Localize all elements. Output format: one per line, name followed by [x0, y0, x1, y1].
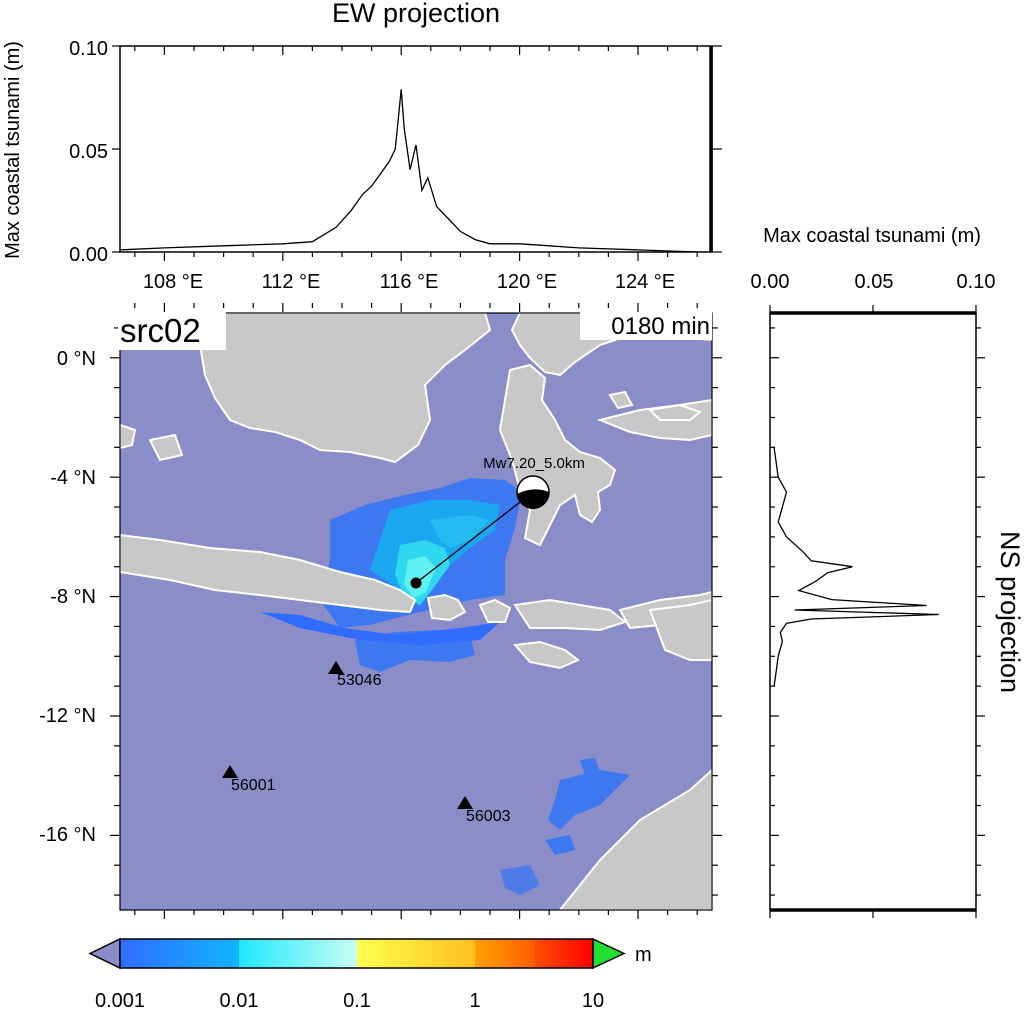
colorbar: m 0.001 0.01 0.1 1 10 — [88, 937, 652, 1011]
lat-labels: 0 °N -4 °N -8 °N -12 °N -16 °N — [39, 348, 96, 846]
ew-yticks: 0.10 0.05 0.00 — [69, 38, 108, 266]
beachball-compression-quadrant — [517, 489, 550, 510]
source-label-box — [118, 312, 226, 350]
epicenter-marker — [410, 577, 422, 589]
stations: 53046 56001 56003 — [222, 661, 511, 825]
ew-series-line — [119, 89, 698, 253]
ew-xtick-label: 116 °E — [380, 271, 439, 293]
station-label: 53046 — [337, 672, 382, 689]
ew-ytick-label: 0.00 — [69, 244, 108, 266]
focal-mechanism: Mw7.20_5.0km — [410, 455, 585, 589]
ns-xtick-label: 0.00 — [751, 271, 790, 293]
ew-projection-panel: EW projection Max coastal tsunami (m) 0.… — [2, 0, 722, 293]
colorbar-tick-label: 0.01 — [220, 990, 259, 1011]
lat-label: 0 °N — [57, 348, 96, 370]
colorbar-unit: m — [635, 944, 652, 966]
small-island — [120, 423, 137, 450]
station-triangle-icon — [328, 661, 344, 674]
colorbar-segment — [239, 939, 357, 968]
small-island — [647, 403, 703, 421]
map-panel: src02 0180 min 0 °N -4 °N -8 °N -12 °N -… — [39, 303, 722, 919]
ew-ticks — [112, 45, 722, 261]
source-label: src02 — [120, 312, 201, 349]
colorbar-segment — [120, 939, 239, 968]
lat-label: -12 °N — [39, 705, 96, 727]
australia — [558, 768, 712, 910]
station-triangle-icon — [457, 796, 473, 809]
station-triangle-icon — [222, 765, 238, 778]
sumba — [512, 640, 580, 670]
ns-frame — [769, 312, 977, 911]
colorbar-segment — [357, 939, 475, 968]
ns-xticks: 0.00 0.05 0.10 — [751, 271, 996, 293]
ns-projection-panel: Max coastal tsunami (m) 0.00 0.05 0.10 N… — [751, 225, 1024, 918]
lombok — [478, 598, 512, 623]
colorbar-tick-label: 10 — [582, 990, 604, 1011]
ew-ylabel: Max coastal tsunami (m) — [2, 41, 24, 259]
sumbawa — [513, 598, 628, 632]
colorbar-tick-label: 0.001 — [95, 990, 145, 1011]
ew-ytick-label: 0.05 — [69, 141, 108, 163]
lat-label: -8 °N — [50, 586, 96, 608]
time-label-box — [580, 312, 712, 340]
map-frame — [119, 312, 713, 911]
ns-ticks — [769, 305, 985, 918]
map-ticks — [110, 303, 722, 919]
colorbar-tick-label: 0.1 — [343, 990, 371, 1011]
colorbar-under-triangle — [88, 937, 121, 970]
station-label: 56001 — [231, 777, 276, 794]
ns-xtick-label: 0.10 — [957, 271, 996, 293]
small-island — [148, 433, 184, 462]
java — [120, 533, 417, 614]
borneo — [199, 313, 492, 464]
time-label: 0180 min — [611, 313, 710, 340]
ns-xlabel: Max coastal tsunami (m) — [763, 225, 981, 247]
ns-series-line — [773, 447, 939, 687]
event-label: Mw7.20_5.0km — [483, 455, 585, 472]
colorbar-ticks: 0.001 0.01 0.1 1 10 — [95, 990, 604, 1011]
lat-label: -16 °N — [39, 824, 96, 846]
timor — [648, 598, 712, 661]
ew-xtick-label: 108 °E — [143, 271, 203, 293]
small-island — [608, 390, 634, 410]
lat-label: -4 °N — [50, 467, 96, 489]
ew-xticks: 108 °E 112 °E 116 °E 120 °E 124 °E — [143, 271, 675, 293]
ew-xtick-label: 124 °E — [615, 271, 675, 293]
ew-ytick-label: 0.10 — [69, 38, 108, 60]
epicenter-link-line — [415, 491, 534, 584]
colorbar-segment — [534, 939, 593, 968]
station-label: 56003 — [466, 808, 511, 825]
colorbar-segment — [475, 939, 534, 968]
ns-xtick-label: 0.05 — [855, 271, 894, 293]
colorbar-tick-label: 1 — [469, 990, 480, 1011]
ew-xtick-label: 112 °E — [262, 271, 321, 293]
ew-title: EW projection — [332, 0, 500, 28]
bali — [426, 593, 467, 622]
ew-xtick-label: 120 °E — [497, 271, 557, 293]
ns-title: NS projection — [995, 531, 1024, 693]
colorbar-over-triangle — [592, 937, 626, 970]
